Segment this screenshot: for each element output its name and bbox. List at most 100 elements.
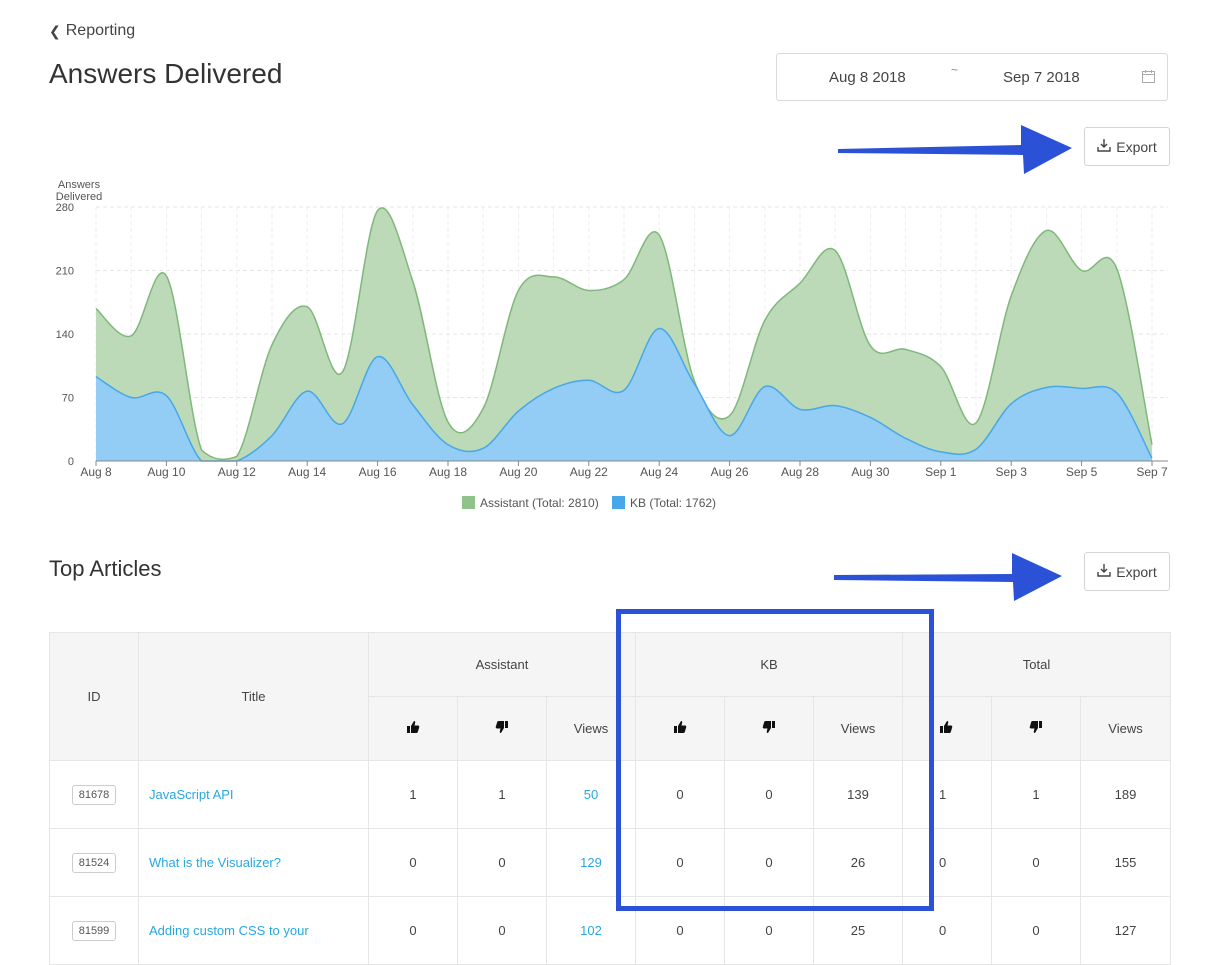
legend-item: KB (Total: 1762) bbox=[630, 496, 716, 510]
kb-down-cell: 0 bbox=[724, 760, 815, 829]
x-tick-label: Sep 3 bbox=[996, 465, 1028, 479]
kb-views-cell: 26 bbox=[813, 828, 904, 897]
column-header-title[interactable]: Title bbox=[138, 632, 369, 761]
annotation-arrow-icon bbox=[834, 553, 1062, 601]
thumbs-up-icon bbox=[939, 721, 953, 737]
assistant-down-cell: 1 bbox=[457, 760, 547, 829]
article-id-badge: 81599 bbox=[71, 920, 117, 941]
total-views-cell: 189 bbox=[1080, 760, 1172, 829]
kb-up-cell: 0 bbox=[635, 760, 726, 829]
assistant-views-link[interactable]: 129 bbox=[580, 855, 602, 870]
date-range-start[interactable]: Aug 8 2018 bbox=[829, 69, 906, 86]
x-tick-label: Aug 12 bbox=[218, 465, 256, 479]
y-tick-label: 140 bbox=[56, 329, 74, 341]
assistant-thumbs-up-header[interactable] bbox=[368, 696, 458, 761]
x-tick-label: Sep 5 bbox=[1066, 465, 1098, 479]
column-group-kb: KB bbox=[635, 632, 904, 697]
x-tick-label: Aug 24 bbox=[640, 465, 678, 479]
assistant-views-link[interactable]: 50 bbox=[583, 787, 599, 802]
article-id-badge: 81678 bbox=[71, 784, 117, 805]
top-articles-table-wrapper: ID Title Assistant KB Total Views Views … bbox=[49, 632, 1172, 965]
export-label: Export bbox=[1116, 138, 1157, 155]
column-group-total: Total bbox=[902, 632, 1172, 697]
series-line-kb bbox=[95, 327, 1153, 462]
top-articles-title: Top Articles bbox=[49, 556, 162, 581]
x-tick-label: Aug 8 bbox=[80, 465, 112, 479]
kb-views-header[interactable]: Views bbox=[813, 696, 904, 761]
assistant-up-cell: 0 bbox=[368, 828, 458, 897]
back-link-reporting[interactable]: ❮ Reporting bbox=[49, 22, 135, 40]
table-row: 81678 JavaScript API 1 1 50 0 0 139 1 1 … bbox=[49, 760, 1172, 829]
kb-thumbs-down-header[interactable] bbox=[724, 696, 815, 761]
table-row: 81524 What is the Visualizer? 0 0 129 0 … bbox=[49, 828, 1172, 897]
article-id-badge: 81524 bbox=[71, 852, 117, 873]
article-title-link[interactable]: What is the Visualizer? bbox=[149, 855, 281, 870]
assistant-up-cell: 0 bbox=[368, 896, 458, 965]
x-tick-label: Aug 26 bbox=[711, 465, 749, 479]
assistant-up-cell: 1 bbox=[368, 760, 458, 829]
x-tick-label: Aug 16 bbox=[359, 465, 397, 479]
x-tick-label: Aug 10 bbox=[147, 465, 185, 479]
thumbs-down-icon bbox=[1029, 721, 1043, 737]
table-row: 81599 Adding custom CSS to your 0 0 102 … bbox=[49, 896, 1172, 965]
assistant-thumbs-down-header[interactable] bbox=[457, 696, 547, 761]
download-icon bbox=[1097, 138, 1111, 155]
download-icon bbox=[1097, 563, 1111, 580]
top-articles-table: ID Title Assistant KB Total Views Views … bbox=[49, 632, 1172, 965]
date-range-end[interactable]: Sep 7 2018 bbox=[1003, 69, 1080, 86]
thumbs-up-icon bbox=[406, 721, 420, 737]
total-thumbs-up-header[interactable] bbox=[902, 696, 993, 761]
thumbs-down-icon bbox=[762, 721, 776, 737]
export-articles-button[interactable]: Export bbox=[1084, 552, 1170, 591]
date-range-separator: ~ bbox=[951, 63, 959, 77]
x-tick-label: Sep 7 bbox=[1136, 465, 1168, 479]
kb-views-cell: 139 bbox=[813, 760, 904, 829]
x-tick-label: Aug 20 bbox=[499, 465, 537, 479]
export-chart-button[interactable]: Export bbox=[1084, 127, 1170, 166]
total-up-cell: 0 bbox=[902, 828, 993, 897]
x-tick-label: Aug 28 bbox=[781, 465, 819, 479]
assistant-views-link[interactable]: 102 bbox=[580, 923, 602, 938]
x-tick-label: Sep 1 bbox=[925, 465, 957, 479]
legend-swatch bbox=[462, 496, 475, 509]
total-down-cell: 1 bbox=[991, 760, 1082, 829]
y-tick-label: 0 bbox=[68, 456, 74, 468]
thumbs-down-icon bbox=[495, 721, 509, 737]
legend-item: Assistant (Total: 2810) bbox=[480, 496, 599, 510]
x-tick-label: Aug 22 bbox=[570, 465, 608, 479]
y-axis-label: Answers bbox=[58, 179, 101, 191]
assistant-down-cell: 0 bbox=[457, 896, 547, 965]
y-axis-label: Delivered bbox=[56, 191, 102, 203]
y-tick-label: 280 bbox=[56, 202, 74, 214]
article-title-link[interactable]: JavaScript API bbox=[149, 787, 234, 802]
kb-down-cell: 0 bbox=[724, 828, 815, 897]
thumbs-up-icon bbox=[673, 721, 687, 737]
annotation-arrow-icon bbox=[838, 125, 1072, 174]
total-thumbs-down-header[interactable] bbox=[991, 696, 1082, 761]
total-views-header[interactable]: Views bbox=[1080, 696, 1172, 761]
kb-up-cell: 0 bbox=[635, 828, 726, 897]
x-tick-label: Aug 14 bbox=[288, 465, 326, 479]
x-tick-label: Aug 18 bbox=[429, 465, 467, 479]
total-down-cell: 0 bbox=[991, 828, 1082, 897]
total-up-cell: 1 bbox=[902, 760, 993, 829]
x-tick-label: Aug 30 bbox=[851, 465, 889, 479]
total-up-cell: 0 bbox=[902, 896, 993, 965]
total-down-cell: 0 bbox=[991, 896, 1082, 965]
article-title-link[interactable]: Adding custom CSS to your bbox=[149, 923, 309, 938]
column-header-id[interactable]: ID bbox=[49, 632, 139, 761]
chevron-left-icon: ❮ bbox=[49, 22, 61, 39]
assistant-down-cell: 0 bbox=[457, 828, 547, 897]
y-tick-label: 210 bbox=[56, 266, 74, 278]
date-range-picker[interactable]: Aug 8 2018 ~ Sep 7 2018 bbox=[776, 53, 1168, 101]
kb-down-cell: 0 bbox=[724, 896, 815, 965]
total-views-cell: 127 bbox=[1080, 896, 1172, 965]
column-group-assistant: Assistant bbox=[367, 632, 637, 697]
calendar-icon[interactable] bbox=[1142, 70, 1155, 87]
kb-thumbs-up-header[interactable] bbox=[635, 696, 726, 761]
total-views-cell: 155 bbox=[1080, 828, 1172, 897]
series-line-assistant bbox=[95, 207, 1153, 461]
assistant-views-header[interactable]: Views bbox=[545, 696, 637, 761]
kb-views-cell: 25 bbox=[813, 896, 904, 965]
